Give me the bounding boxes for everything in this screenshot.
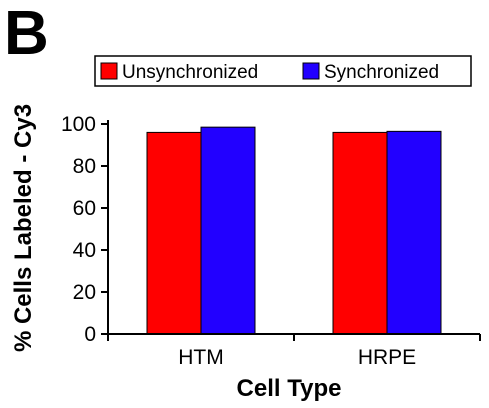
- bar-hrpe-synchronized: [386, 130, 442, 335]
- legend-box: [94, 55, 472, 87]
- x-tick-label-htm: HTM: [178, 346, 224, 369]
- panel-label: B: [4, 0, 49, 68]
- y-tick-label: 100: [61, 113, 96, 136]
- y-tick-label: 60: [73, 197, 96, 220]
- legend: Unsynchronized Synchronized: [94, 55, 472, 87]
- bar-htm-synchronized: [200, 126, 256, 335]
- bar-hrpe-unsynchronized: [332, 131, 388, 335]
- legend-swatch-synchronized: [302, 62, 320, 80]
- legend-swatch-unsynchronized: [100, 62, 118, 80]
- y-tick-label: 20: [73, 281, 96, 304]
- bar-htm-unsynchronized: [146, 131, 202, 335]
- legend-label-unsynchronized: Unsynchronized: [122, 62, 258, 83]
- y-tick-label: 0: [84, 323, 96, 346]
- y-tick-label: 40: [73, 239, 96, 262]
- y-axis-title: % Cells Labeled - Cy3: [10, 104, 37, 352]
- legend-label-synchronized: Synchronized: [324, 62, 439, 83]
- x-axis-title: Cell Type: [237, 375, 342, 402]
- plot-area: HTM HRPE 0 20 40 60 80 100: [61, 113, 481, 369]
- y-tick-label: 80: [73, 155, 96, 178]
- x-tick-label-hrpe: HRPE: [358, 346, 416, 369]
